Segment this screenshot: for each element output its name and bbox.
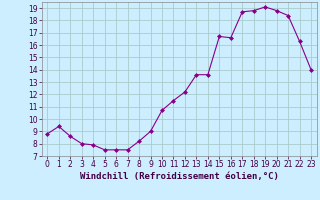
X-axis label: Windchill (Refroidissement éolien,°C): Windchill (Refroidissement éolien,°C) (80, 172, 279, 181)
